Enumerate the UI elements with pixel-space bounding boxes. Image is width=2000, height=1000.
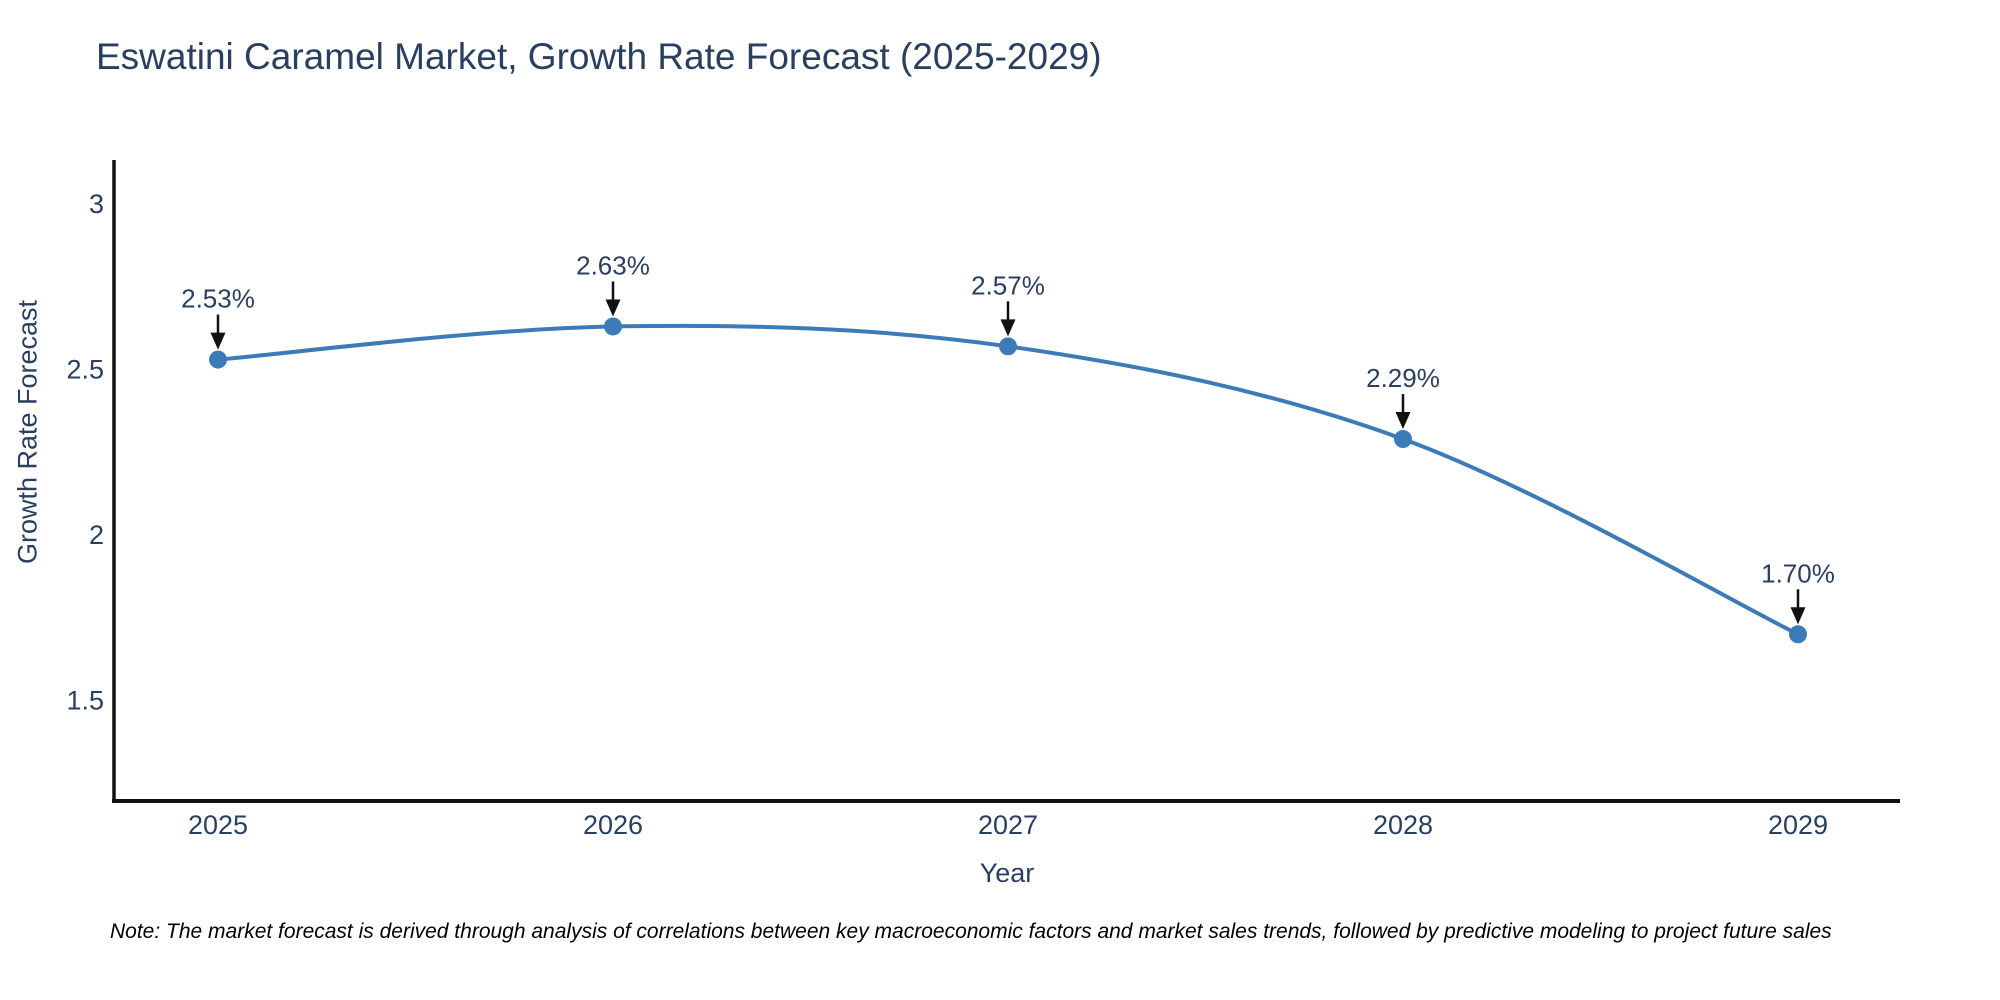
- data-point-label: 2.57%: [971, 270, 1045, 300]
- footnote: Note: The market forecast is derived thr…: [110, 920, 1832, 943]
- y-tick-label: 2: [89, 520, 104, 550]
- chart-title: Eswatini Caramel Market, Growth Rate For…: [96, 36, 1102, 77]
- y-tick-label: 2.5: [66, 355, 104, 385]
- x-axis-title: Year: [979, 858, 1035, 888]
- x-tick-label: 2028: [1373, 810, 1433, 840]
- x-tick-label: 2025: [188, 810, 248, 840]
- data-point-marker: [1789, 625, 1807, 644]
- annotation-arrowhead-icon: [1395, 412, 1411, 430]
- data-point-label: 2.63%: [576, 250, 650, 280]
- x-tick-label: 2029: [1768, 810, 1828, 840]
- annotation-arrowhead-icon: [210, 332, 226, 350]
- annotation-arrowhead-icon: [605, 299, 621, 317]
- data-point-marker: [999, 337, 1017, 356]
- forecast-line: [216, 323, 1800, 637]
- data-point-label: 2.29%: [1366, 363, 1440, 393]
- y-tick-label: 1.5: [66, 686, 104, 716]
- data-point-marker: [209, 350, 227, 369]
- data-point-label: 2.53%: [181, 284, 255, 314]
- y-axis-title: Growth Rate Forecast: [12, 299, 43, 565]
- data-point-marker: [604, 317, 622, 336]
- annotation-arrowhead-icon: [1000, 319, 1016, 337]
- x-tick-label: 2026: [583, 810, 643, 840]
- data-point-label: 1.70%: [1761, 558, 1835, 588]
- y-tick-label: 3: [89, 189, 104, 219]
- data-point-marker: [1394, 430, 1412, 449]
- annotation-arrowhead-icon: [1790, 607, 1806, 625]
- x-tick-label: 2027: [978, 810, 1038, 840]
